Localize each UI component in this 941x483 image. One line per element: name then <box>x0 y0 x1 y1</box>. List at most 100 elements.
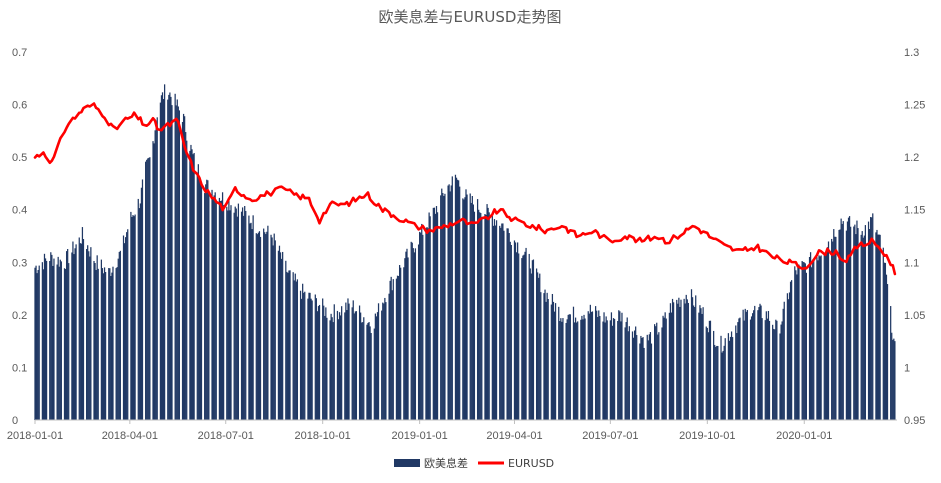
spread-bar <box>193 152 195 420</box>
spread-bar <box>786 293 789 420</box>
spread-bar <box>679 306 681 420</box>
spread-bar <box>332 322 334 420</box>
spread-bar <box>447 185 449 420</box>
spread-bar <box>94 263 96 420</box>
spread-bar <box>44 258 47 420</box>
spread-bar <box>218 197 221 420</box>
spread-bar <box>737 322 739 420</box>
spread-bar <box>75 244 77 420</box>
spread-bar <box>219 201 222 420</box>
right-tick-label: 1.3 <box>904 47 919 59</box>
spread-bar <box>890 306 892 420</box>
spread-bar <box>714 344 716 420</box>
right-tick-label: 1.25 <box>904 100 925 112</box>
spread-bar <box>212 198 214 420</box>
spread-bar <box>831 238 833 420</box>
x-tick-label: 2018-01-01 <box>7 430 63 442</box>
spread-bar <box>476 199 479 420</box>
left-tick-label: 0.7 <box>12 47 27 59</box>
spread-bar <box>251 229 253 420</box>
spread-bar <box>308 292 310 420</box>
spread-bar <box>396 275 399 420</box>
spread-bar <box>119 250 121 420</box>
spread-bar <box>768 320 771 420</box>
spread-bar <box>759 303 761 420</box>
spread-bar <box>87 245 89 420</box>
spread-bar <box>811 267 813 420</box>
spread-bar <box>442 192 444 420</box>
spread-bar <box>721 352 723 420</box>
spread-bar <box>428 212 430 420</box>
spread-bar <box>466 194 468 420</box>
spread-bar <box>744 308 746 420</box>
spread-bar <box>698 312 700 420</box>
spread-bar <box>317 306 320 420</box>
spread-bar <box>641 337 643 420</box>
spread-bar <box>701 313 703 420</box>
spread-bar <box>302 283 304 420</box>
spread-bar <box>330 313 332 420</box>
spread-bar <box>606 320 608 420</box>
spread-bar <box>494 225 497 420</box>
spread-bar <box>37 270 39 420</box>
spread-bar <box>745 311 747 420</box>
spread-bar <box>464 197 466 420</box>
spread-bar <box>441 188 443 420</box>
spread-bar <box>532 259 535 420</box>
spread-bar <box>86 249 88 420</box>
spread-bar <box>649 332 652 420</box>
spread-bar <box>856 220 858 420</box>
spread-bar <box>140 187 143 420</box>
spread-bar <box>723 345 725 420</box>
spread-bar <box>596 310 598 420</box>
spread-bar <box>82 239 85 420</box>
spread-bar <box>619 311 621 420</box>
spread-bar <box>871 217 873 420</box>
spread-bar <box>162 99 165 420</box>
spread-bar <box>508 233 510 420</box>
right-axis-ticks: 0.95 1 1.05 1.1 1.15 1.2 1.25 1.3 <box>904 47 925 427</box>
spread-bar <box>577 321 579 420</box>
spread-bar <box>207 180 209 420</box>
spread-bar <box>722 350 724 420</box>
spread-bar <box>451 176 453 420</box>
spread-bar <box>338 312 341 420</box>
spread-bar <box>808 257 811 420</box>
spread-bar <box>824 252 826 420</box>
spread-bar <box>51 254 53 420</box>
spread-bar <box>796 274 798 420</box>
spread-bar <box>303 292 305 420</box>
spread-bar <box>373 328 375 420</box>
spread-bar <box>657 334 659 420</box>
spread-bar <box>411 242 413 420</box>
spread-bar <box>307 298 309 420</box>
spread-bar <box>382 302 384 420</box>
spread-bar <box>72 241 74 420</box>
spread-bar <box>153 143 155 420</box>
spread-bar <box>472 204 474 420</box>
spread-bar <box>847 217 850 420</box>
spread-bar <box>546 292 548 420</box>
spread-bar <box>190 144 192 421</box>
spread-bar <box>267 225 269 420</box>
spread-bar <box>398 265 401 420</box>
left-tick-label: 0.5 <box>12 152 27 164</box>
spread-bar <box>736 332 738 420</box>
spread-bar <box>101 268 104 420</box>
spread-bar <box>850 226 852 420</box>
spread-bar <box>488 212 490 420</box>
spread-bar <box>112 266 114 420</box>
spread-bar <box>324 315 326 420</box>
spread-bar <box>766 318 769 420</box>
spread-bar <box>597 316 599 420</box>
spread-bar <box>582 319 584 420</box>
spread-bar <box>841 223 843 420</box>
spread-bar <box>186 140 188 420</box>
spread-bar <box>333 304 335 420</box>
spread-bar <box>168 94 170 420</box>
spread-bar <box>271 237 273 420</box>
spread-bar <box>683 298 685 420</box>
spread-bar <box>314 294 316 420</box>
spread-bar <box>174 93 176 420</box>
spread-bar <box>36 273 38 420</box>
